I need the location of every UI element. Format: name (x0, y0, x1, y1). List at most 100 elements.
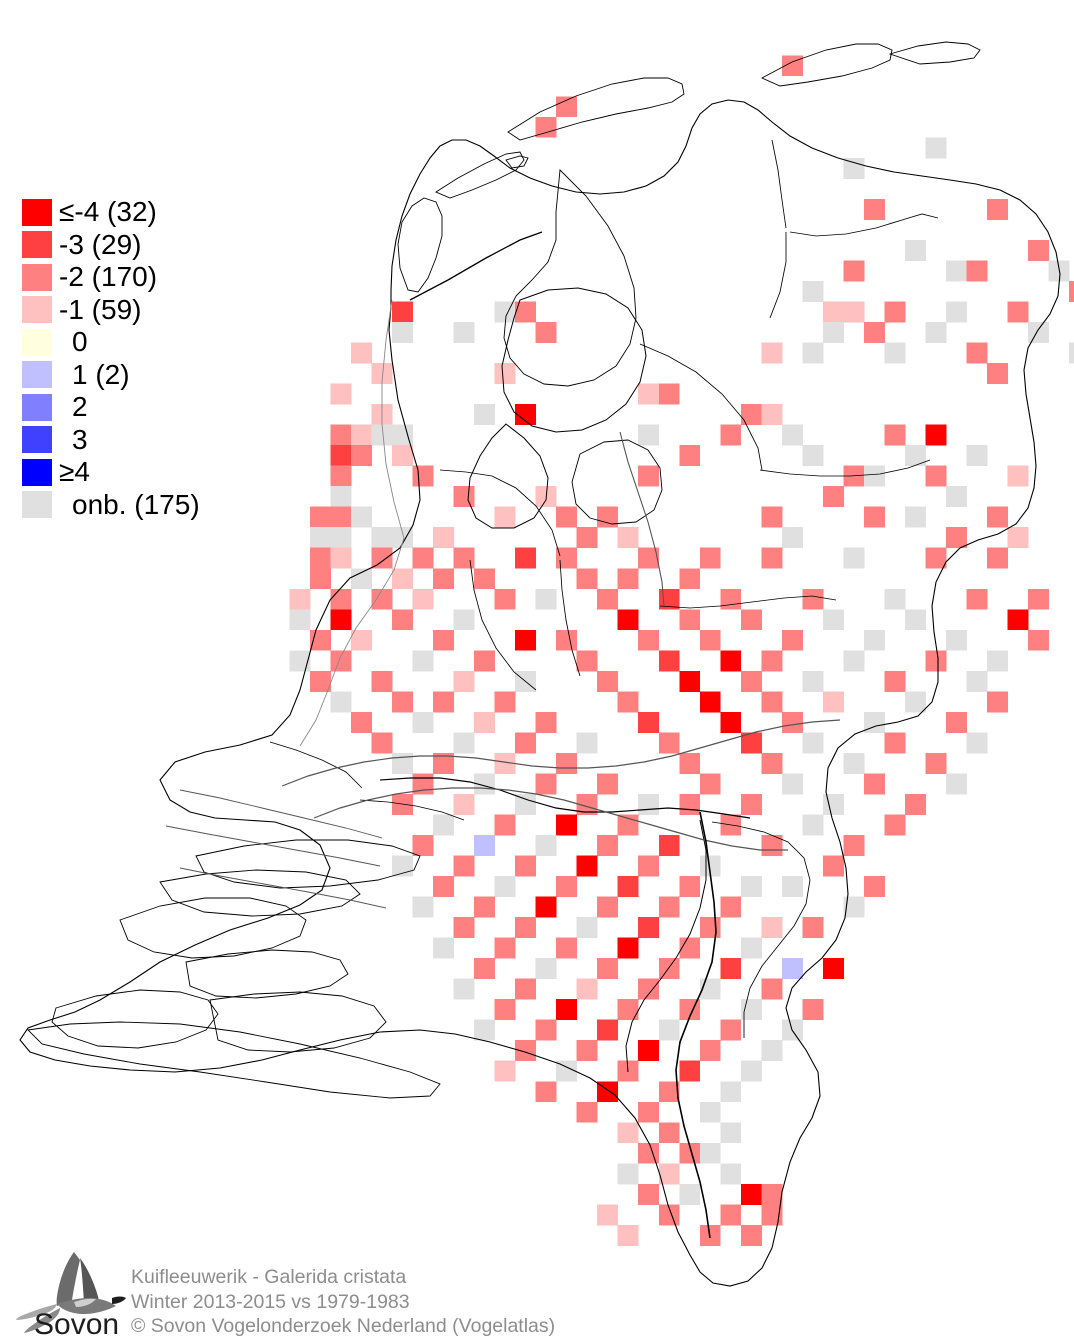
grid-cell (822, 793, 844, 815)
grid-cell (474, 568, 495, 590)
grid-cell (1069, 280, 1074, 302)
grid-cell (412, 896, 434, 918)
grid-cell (658, 1019, 680, 1041)
legend-item[interactable]: -1 (59) (22, 294, 200, 327)
grid-cell (433, 691, 454, 713)
grid-cell (658, 896, 680, 918)
grid-cell (453, 547, 475, 569)
delta-channel-3 (179, 867, 387, 909)
legend-item[interactable]: 0 (22, 326, 200, 359)
grid-cell (474, 1019, 495, 1041)
grid-cell (392, 752, 413, 774)
legend-item[interactable]: ≥4 (22, 456, 200, 489)
grid-cell (761, 1204, 783, 1226)
grid-cell (494, 814, 516, 836)
grid-cell (433, 876, 454, 897)
grid-cell (1007, 301, 1029, 323)
grid-cell (289, 588, 311, 610)
grid-cell (699, 1101, 721, 1123)
grid-cell (679, 876, 701, 897)
grid-cell (761, 342, 783, 364)
legend-swatch-minus2 (22, 263, 52, 291)
province-border-noordbrabant-limburg (625, 819, 707, 1073)
grid-cell (822, 691, 844, 713)
grid-cell (309, 670, 331, 692)
grid-cell (412, 711, 434, 733)
grid-cell (699, 917, 721, 939)
province-border-gelderland-noordbrabant (379, 777, 751, 819)
grid-cell (453, 917, 475, 939)
grid-cell (863, 876, 885, 897)
legend-item[interactable]: -2 (170) (22, 261, 200, 294)
footer-line-period: Winter 2013-2015 vs 1979-1983 (131, 1290, 410, 1313)
grid-cell (412, 835, 434, 856)
legend-item[interactable]: ≤-4 (32) (22, 196, 200, 229)
grid-cell (740, 670, 762, 692)
grid-cell (658, 1163, 680, 1185)
grid-cell (392, 322, 413, 343)
grid-cell (884, 814, 906, 836)
grid-cell (350, 424, 372, 446)
grid-cell (987, 650, 1008, 672)
grid-cell (761, 835, 783, 856)
grid-cell (453, 322, 475, 343)
grid-cell (1007, 527, 1029, 549)
grid-cell (1028, 629, 1050, 651)
grid-cell (453, 609, 475, 631)
grid-cell (863, 198, 885, 220)
grid-cell (638, 629, 660, 651)
grid-cell (1007, 465, 1029, 487)
grid-cell (638, 1040, 660, 1062)
grid-cell (699, 855, 721, 877)
province-border-friesland-overijssel (639, 343, 763, 471)
grid-cell (802, 280, 824, 302)
grid-cell (350, 342, 372, 364)
grid-cell (350, 711, 372, 733)
grid-cell (453, 732, 475, 754)
grid-cell (412, 588, 434, 610)
grid-cell (946, 773, 967, 795)
wadden-island-vlieland (435, 151, 525, 199)
grid-cell (740, 609, 762, 631)
grid-cell (822, 855, 844, 877)
grid-cell (720, 650, 742, 672)
legend-item[interactable]: 1 (2) (22, 359, 200, 392)
grid-cell (494, 876, 516, 897)
grid-cell (720, 1204, 742, 1226)
grid-cell (658, 958, 680, 980)
grid-cell (494, 937, 516, 959)
grid-cell (433, 937, 454, 959)
grid-cell (761, 506, 783, 528)
grid-cell (720, 1163, 742, 1185)
legend-item[interactable]: 3 (22, 424, 200, 457)
grid-cell (556, 547, 578, 569)
grid-cell (781, 629, 803, 651)
grid-cell (453, 670, 475, 692)
grid-cell (597, 1204, 619, 1226)
legend-item[interactable]: -3 (29) (22, 229, 200, 262)
wadden-island-schiermonnikoog (888, 41, 981, 65)
grid-cell (371, 527, 393, 549)
grid-cell (658, 1204, 680, 1226)
grid-cell (556, 506, 578, 528)
grid-cell (905, 506, 926, 528)
grid-cell (679, 445, 701, 467)
legend-item[interactable]: 2 (22, 391, 200, 424)
grid-cell (740, 1224, 762, 1246)
grid-cell (658, 650, 680, 672)
grid-cell (781, 424, 803, 446)
legend-swatch-plus1 (22, 361, 52, 389)
grid-cell (350, 568, 372, 590)
grid-cell (412, 465, 434, 487)
legend-item[interactable]: onb. (175) (22, 489, 200, 522)
legend-label-plus4: ≥4 (59, 456, 90, 488)
grid-cell (556, 1060, 578, 1082)
grid-cell (843, 752, 865, 774)
grid-cell (658, 835, 680, 856)
grid-cell (843, 260, 865, 282)
grid-cell (884, 424, 906, 446)
grid-cell (946, 629, 967, 651)
grid-cell (556, 96, 578, 118)
river-rijn-waal (281, 719, 841, 787)
